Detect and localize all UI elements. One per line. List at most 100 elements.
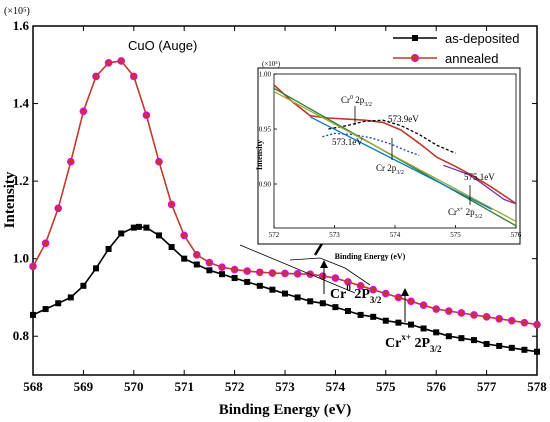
data-point bbox=[135, 223, 142, 230]
data-point bbox=[256, 282, 263, 289]
inset-cr-sub: 3/2 bbox=[396, 170, 404, 176]
inset-peak-575-1: 575.1eV bbox=[464, 172, 495, 182]
data-point bbox=[130, 72, 138, 81]
data-point bbox=[142, 111, 151, 119]
y-tick-label: 1.0 bbox=[13, 251, 29, 266]
data-point bbox=[282, 290, 288, 297]
cr0-sub: 3/2 bbox=[370, 295, 382, 305]
cr0-arrow-head bbox=[320, 260, 328, 268]
data-point bbox=[180, 231, 189, 240]
inset-y-tick-label: 0.95 bbox=[259, 126, 272, 134]
data-point bbox=[394, 293, 403, 302]
data-point bbox=[470, 311, 478, 319]
x-tick-label: 568 bbox=[23, 379, 43, 394]
fit-line-group bbox=[239, 244, 371, 294]
x-axis-title: Binding Energy (eV) bbox=[219, 402, 352, 418]
data-point bbox=[458, 335, 465, 342]
svg-text:Cr0 2p3/2: Cr0 2p3/2 bbox=[341, 95, 372, 108]
data-point bbox=[482, 313, 491, 321]
data-point bbox=[231, 275, 238, 282]
data-point bbox=[483, 340, 490, 347]
data-point bbox=[54, 204, 63, 213]
inset-series-group bbox=[273, 84, 517, 227]
y-tick-labels: 0.8 1.0 1.2 1.4 1.6 bbox=[13, 18, 30, 343]
data-point bbox=[331, 274, 340, 282]
x-tick-label: 574 bbox=[326, 379, 346, 394]
legend-marker-as-deposited bbox=[412, 35, 418, 41]
main-series-group bbox=[29, 57, 541, 355]
crx-arrow-head bbox=[401, 288, 409, 296]
y-tick-label: 1.6 bbox=[13, 18, 30, 33]
data-point bbox=[381, 289, 390, 298]
data-point bbox=[369, 285, 378, 294]
inset-cr0-sub: 3/2 bbox=[364, 102, 372, 108]
data-point bbox=[370, 313, 377, 320]
inset-crx-tail: 2p bbox=[463, 207, 475, 217]
svg-text:Cr 2p3/2: Cr 2p3/2 bbox=[376, 163, 404, 176]
data-point bbox=[307, 298, 314, 305]
data-point bbox=[219, 271, 225, 278]
data-point bbox=[508, 344, 515, 351]
data-point bbox=[457, 309, 466, 317]
x-tick-label: 569 bbox=[74, 379, 94, 394]
x-tick-label: 575 bbox=[376, 379, 396, 394]
data-point bbox=[357, 311, 364, 318]
crx-label: Cr bbox=[385, 336, 401, 351]
data-point bbox=[255, 268, 264, 277]
cuo-annotation: CuO (Auge) bbox=[128, 38, 197, 53]
svg-text:Crx+ 2p3/2: Crx+ 2p3/2 bbox=[448, 207, 482, 220]
data-point bbox=[445, 333, 452, 340]
data-point bbox=[294, 294, 301, 301]
data-point bbox=[345, 308, 351, 315]
inset-curve-0 bbox=[273, 84, 517, 205]
data-point bbox=[408, 321, 414, 328]
data-point bbox=[206, 267, 213, 274]
inset-cr0-label: Cr bbox=[341, 95, 350, 105]
data-point bbox=[395, 319, 402, 326]
data-point bbox=[67, 157, 75, 166]
inset-curve-2 bbox=[322, 132, 420, 157]
data-point bbox=[382, 317, 389, 324]
crx-annotation: Crx+ 2P3/2 bbox=[385, 288, 442, 354]
inset-x-tick-label: 572 bbox=[269, 231, 280, 239]
inset-crx-sub: 3/2 bbox=[475, 214, 483, 220]
inset-crx-label: Cr bbox=[448, 207, 457, 217]
data-point bbox=[268, 269, 277, 277]
inset-x-tick-label: 576 bbox=[511, 231, 522, 239]
svg-text:Cr0 2P3/2: Cr0 2P3/2 bbox=[330, 283, 382, 305]
data-point bbox=[218, 263, 226, 271]
y-tick-label: 0.8 bbox=[13, 328, 30, 343]
data-point bbox=[67, 294, 74, 301]
inset-curve-6 bbox=[310, 116, 493, 210]
inset-x-axis-title: Binding Energy (eV) bbox=[335, 252, 406, 261]
x-tick-label: 578 bbox=[527, 379, 547, 394]
data-point bbox=[507, 316, 516, 325]
svg-text:Crx+ 2P3/2: Crx+ 2P3/2 bbox=[385, 332, 442, 354]
y-scale-label: (×10⁵) bbox=[4, 6, 30, 17]
data-point bbox=[293, 269, 302, 278]
data-point bbox=[205, 258, 214, 267]
data-point bbox=[155, 157, 163, 166]
inset-cr0-sup: 0 bbox=[350, 95, 353, 101]
series-as-deposited bbox=[30, 223, 540, 355]
inset-y-tick-labels: 0.90 0.95 1.00 bbox=[259, 71, 272, 189]
y-tick-label: 1.4 bbox=[13, 96, 30, 111]
data-point bbox=[521, 346, 528, 353]
legend-label-as-deposited: as-deposited bbox=[445, 31, 519, 46]
x-tick-label: 573 bbox=[275, 379, 295, 394]
x-tick-label: 576 bbox=[426, 379, 446, 394]
x-tick-label: 571 bbox=[174, 379, 194, 394]
cr0-tail: 2P bbox=[351, 287, 371, 302]
data-point bbox=[181, 255, 188, 262]
data-point bbox=[420, 325, 427, 332]
inset-x-tick-label: 575 bbox=[450, 231, 461, 239]
data-point bbox=[419, 301, 428, 310]
data-point bbox=[319, 300, 326, 307]
data-point bbox=[269, 286, 276, 293]
y-tick-label: 1.2 bbox=[13, 173, 29, 188]
data-point bbox=[281, 269, 289, 278]
y-axis-title: Intensity bbox=[2, 171, 18, 228]
inset-frame bbox=[257, 67, 521, 245]
inset-curve-1 bbox=[443, 164, 517, 205]
